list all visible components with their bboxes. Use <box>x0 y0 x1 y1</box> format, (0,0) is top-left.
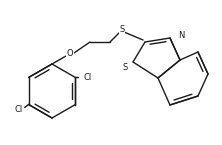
Text: Cl: Cl <box>83 73 92 82</box>
Text: O: O <box>67 49 73 58</box>
Text: N: N <box>178 31 184 40</box>
Text: S: S <box>123 64 128 72</box>
Text: Cl: Cl <box>14 105 23 114</box>
Text: S: S <box>119 26 125 35</box>
